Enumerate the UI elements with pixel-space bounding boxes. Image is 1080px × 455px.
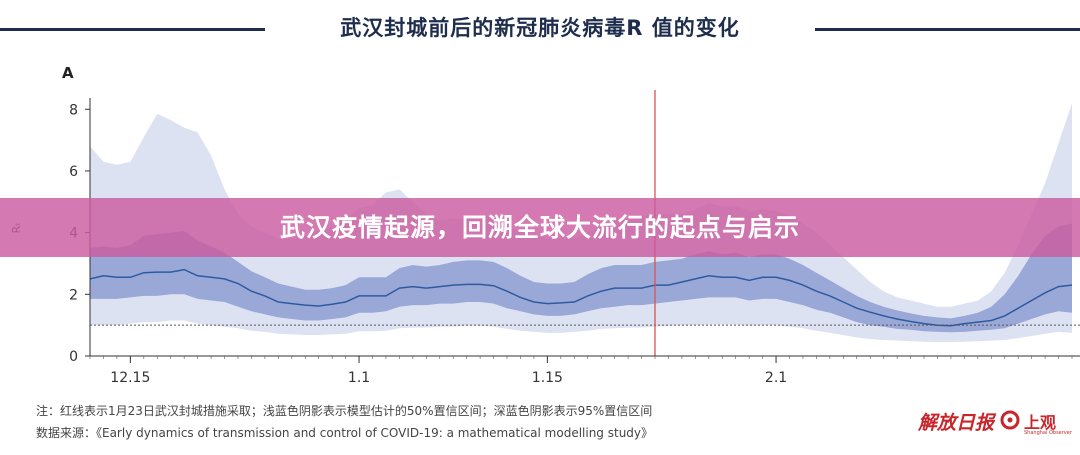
y-tick-label: 8: [69, 102, 78, 118]
jiefang-daily-logo: 解放日报: [918, 412, 995, 434]
median-line: [89, 268, 1073, 327]
y-tick-label: 0: [69, 349, 78, 365]
shangguan-logo-text: 上观: [1024, 413, 1057, 432]
x-tick-label: 2.1: [765, 370, 787, 386]
x-tick-label: 1.1: [348, 370, 370, 386]
ci50-band: [90, 223, 1072, 333]
banner-headline: 武汉疫情起源，回溯全球大流行的起点与启示: [279, 213, 800, 242]
chart-title-row: 武汉封城前后的新冠肺炎病毒R 值的变化: [0, 0, 1080, 60]
data-source-note: 数据来源：《Early dynamics of transmission and…: [36, 426, 654, 440]
x-tick-label: 12.15: [110, 370, 150, 386]
shangguan-logo-subtitle: Shanghai Observer: [1024, 430, 1072, 436]
y-tick-label: 6: [69, 164, 78, 180]
panel-label: A: [62, 64, 74, 82]
y-tick-label: 2: [69, 287, 78, 303]
overlay-banner: 武汉疫情起源，回溯全球大流行的起点与启示: [0, 198, 1080, 257]
chart-title: 武汉封城前后的新冠肺炎病毒R 值的变化: [340, 16, 740, 40]
x-tick-label: 1.15: [532, 370, 563, 386]
shangguan-logo-icon: [1000, 410, 1020, 430]
title-rule-right: [815, 28, 1080, 31]
chart-note: 注：红线表示1月23日武汉封城措施采取；浅蓝色阴影表示模型估计的50%置信区间；…: [36, 404, 653, 418]
title-rule-left: [0, 28, 265, 31]
